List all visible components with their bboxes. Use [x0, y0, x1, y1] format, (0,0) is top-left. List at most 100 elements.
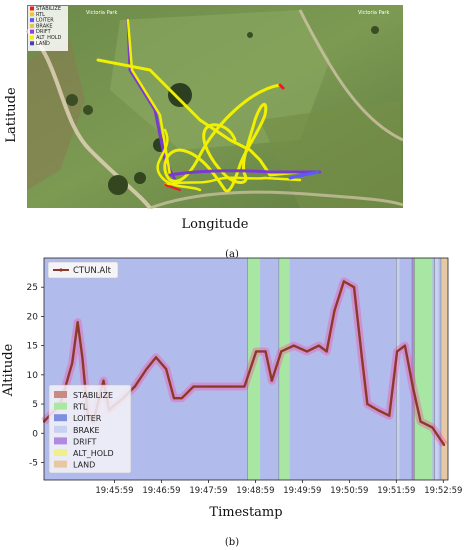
series-point: [76, 321, 79, 324]
series-point: [305, 350, 309, 353]
series-legend-label: CTUN.Alt: [73, 266, 112, 276]
mode-legend-label: LAND: [73, 461, 95, 470]
map-legend-label: LAND: [36, 41, 50, 47]
mode-band-rtl: [247, 258, 261, 480]
mode-legend-label: RTL: [73, 403, 88, 412]
series-point: [366, 402, 369, 406]
mode-legend-swatch: [54, 391, 67, 398]
plot-frame: [43, 257, 449, 481]
panel-a: Latitude Victoria Park Victoria Park: [4, 5, 404, 260]
y-tick-label: 0: [32, 429, 38, 439]
series-point: [411, 385, 414, 388]
mode-legend-label: ALT_HOLD: [73, 449, 114, 458]
mode-legend-label: LOITER: [73, 414, 102, 423]
series-point: [255, 350, 258, 353]
series-point: [81, 356, 84, 359]
mode-legend-box: [48, 384, 132, 474]
series-legend-box: [47, 261, 119, 279]
map-legend-label: ALT_HOLD: [36, 35, 62, 41]
mode-legend-label: DRIFT: [73, 437, 97, 446]
x-tick-label: 19:46:59: [142, 486, 180, 496]
series-point: [419, 420, 422, 423]
map-legend-swatch: [30, 23, 34, 28]
mode-legend: STABILIZE RTL LOITER BRAKE DRIFT ALT_HOLD LAND: [48, 384, 132, 474]
series-point: [376, 408, 379, 411]
x-tick-label: 19:52:59: [424, 486, 462, 496]
series-legend-marker: [59, 268, 63, 272]
panel-b: Altitude -5 0 5 10 15 20 25 19:45:59 19:46:59 19…: [1, 257, 462, 548]
y-tick-label: 20: [27, 312, 39, 322]
mode-legend-swatch: [54, 449, 67, 456]
mode-legend-swatch: [54, 402, 67, 410]
series-point: [243, 385, 246, 388]
series-point: [333, 309, 336, 312]
x-axis: 19:45:59 19:46:59 19:47:59 19:48:59 19:49:59…: [95, 480, 462, 496]
mode-legend-label: BRAKE: [73, 426, 100, 435]
mode-legend-label: STABILIZE: [73, 391, 113, 400]
map-legend-swatch: [30, 29, 34, 34]
mode-band-rtl: [278, 258, 290, 480]
panel-a-label: (a): [225, 249, 239, 260]
series-point: [403, 344, 407, 347]
series-point: [264, 350, 267, 353]
mode-band-drift: [411, 258, 415, 480]
panel-b-ylabel: Altitude: [1, 343, 16, 397]
mode-legend-swatch: [54, 460, 67, 468]
y-tick-label: 25: [27, 283, 38, 293]
series-point: [71, 362, 74, 365]
series-point: [325, 350, 328, 353]
mode-legend-swatch: [54, 425, 67, 433]
series-point: [172, 397, 176, 400]
series-point: [192, 385, 195, 388]
x-tick-label: 19:51:59: [377, 486, 415, 496]
panel-a-ylabel: Latitude: [4, 87, 19, 143]
x-tick-label: 19:50:59: [330, 486, 368, 496]
series-point: [388, 414, 391, 417]
series-point: [165, 367, 168, 371]
flight-track: [96, 18, 322, 193]
series-point: [223, 385, 226, 388]
series-point: [208, 385, 211, 388]
y-tick-label: -5: [29, 458, 38, 468]
mode-band-rtl: [414, 258, 433, 480]
y-tick-label: 10: [27, 371, 39, 381]
series-point: [133, 385, 136, 388]
series-point: [145, 367, 148, 371]
map-legend-swatch: [30, 35, 34, 40]
series-legend: CTUN.Alt: [47, 261, 119, 279]
y-axis: -5 0 5 10 15 20 25: [27, 283, 44, 468]
map-legend-swatch: [30, 18, 34, 23]
panel-a-xlabel: Longitude: [182, 217, 249, 232]
mode-legend-swatch: [54, 414, 67, 422]
series-point: [352, 286, 356, 289]
y-tick-label: 15: [27, 342, 38, 352]
x-tick-label: 19:48:59: [236, 486, 274, 496]
map-legend-label: BRAKE: [36, 23, 53, 29]
series-point: [270, 379, 273, 382]
series-point: [342, 280, 345, 283]
map-label-left: Victoria Park: [86, 10, 117, 16]
map-label-right: Victoria Park: [358, 10, 389, 16]
panel-b-label: (b): [225, 537, 239, 548]
y-tick-label: 5: [32, 400, 38, 410]
series-point: [180, 397, 183, 400]
series-point: [317, 344, 320, 347]
mode-band-land: [440, 258, 448, 480]
series-point: [154, 356, 158, 359]
map-legend-swatch: [30, 6, 34, 11]
mode-legend-swatch: [54, 437, 67, 445]
series-point: [280, 350, 283, 353]
series-point: [396, 350, 399, 353]
map-legend-label: DRIFT: [36, 29, 52, 35]
map-image: Victoria Park Victoria Park: [25, 5, 404, 210]
series-point: [442, 443, 446, 447]
map-legend-label: LOITER: [36, 18, 54, 24]
x-tick-label: 19:49:59: [283, 486, 321, 496]
x-tick-label: 19:45:59: [95, 486, 133, 496]
map-legend-swatch: [30, 12, 34, 17]
series-point: [431, 426, 434, 429]
series-point: [360, 356, 363, 359]
